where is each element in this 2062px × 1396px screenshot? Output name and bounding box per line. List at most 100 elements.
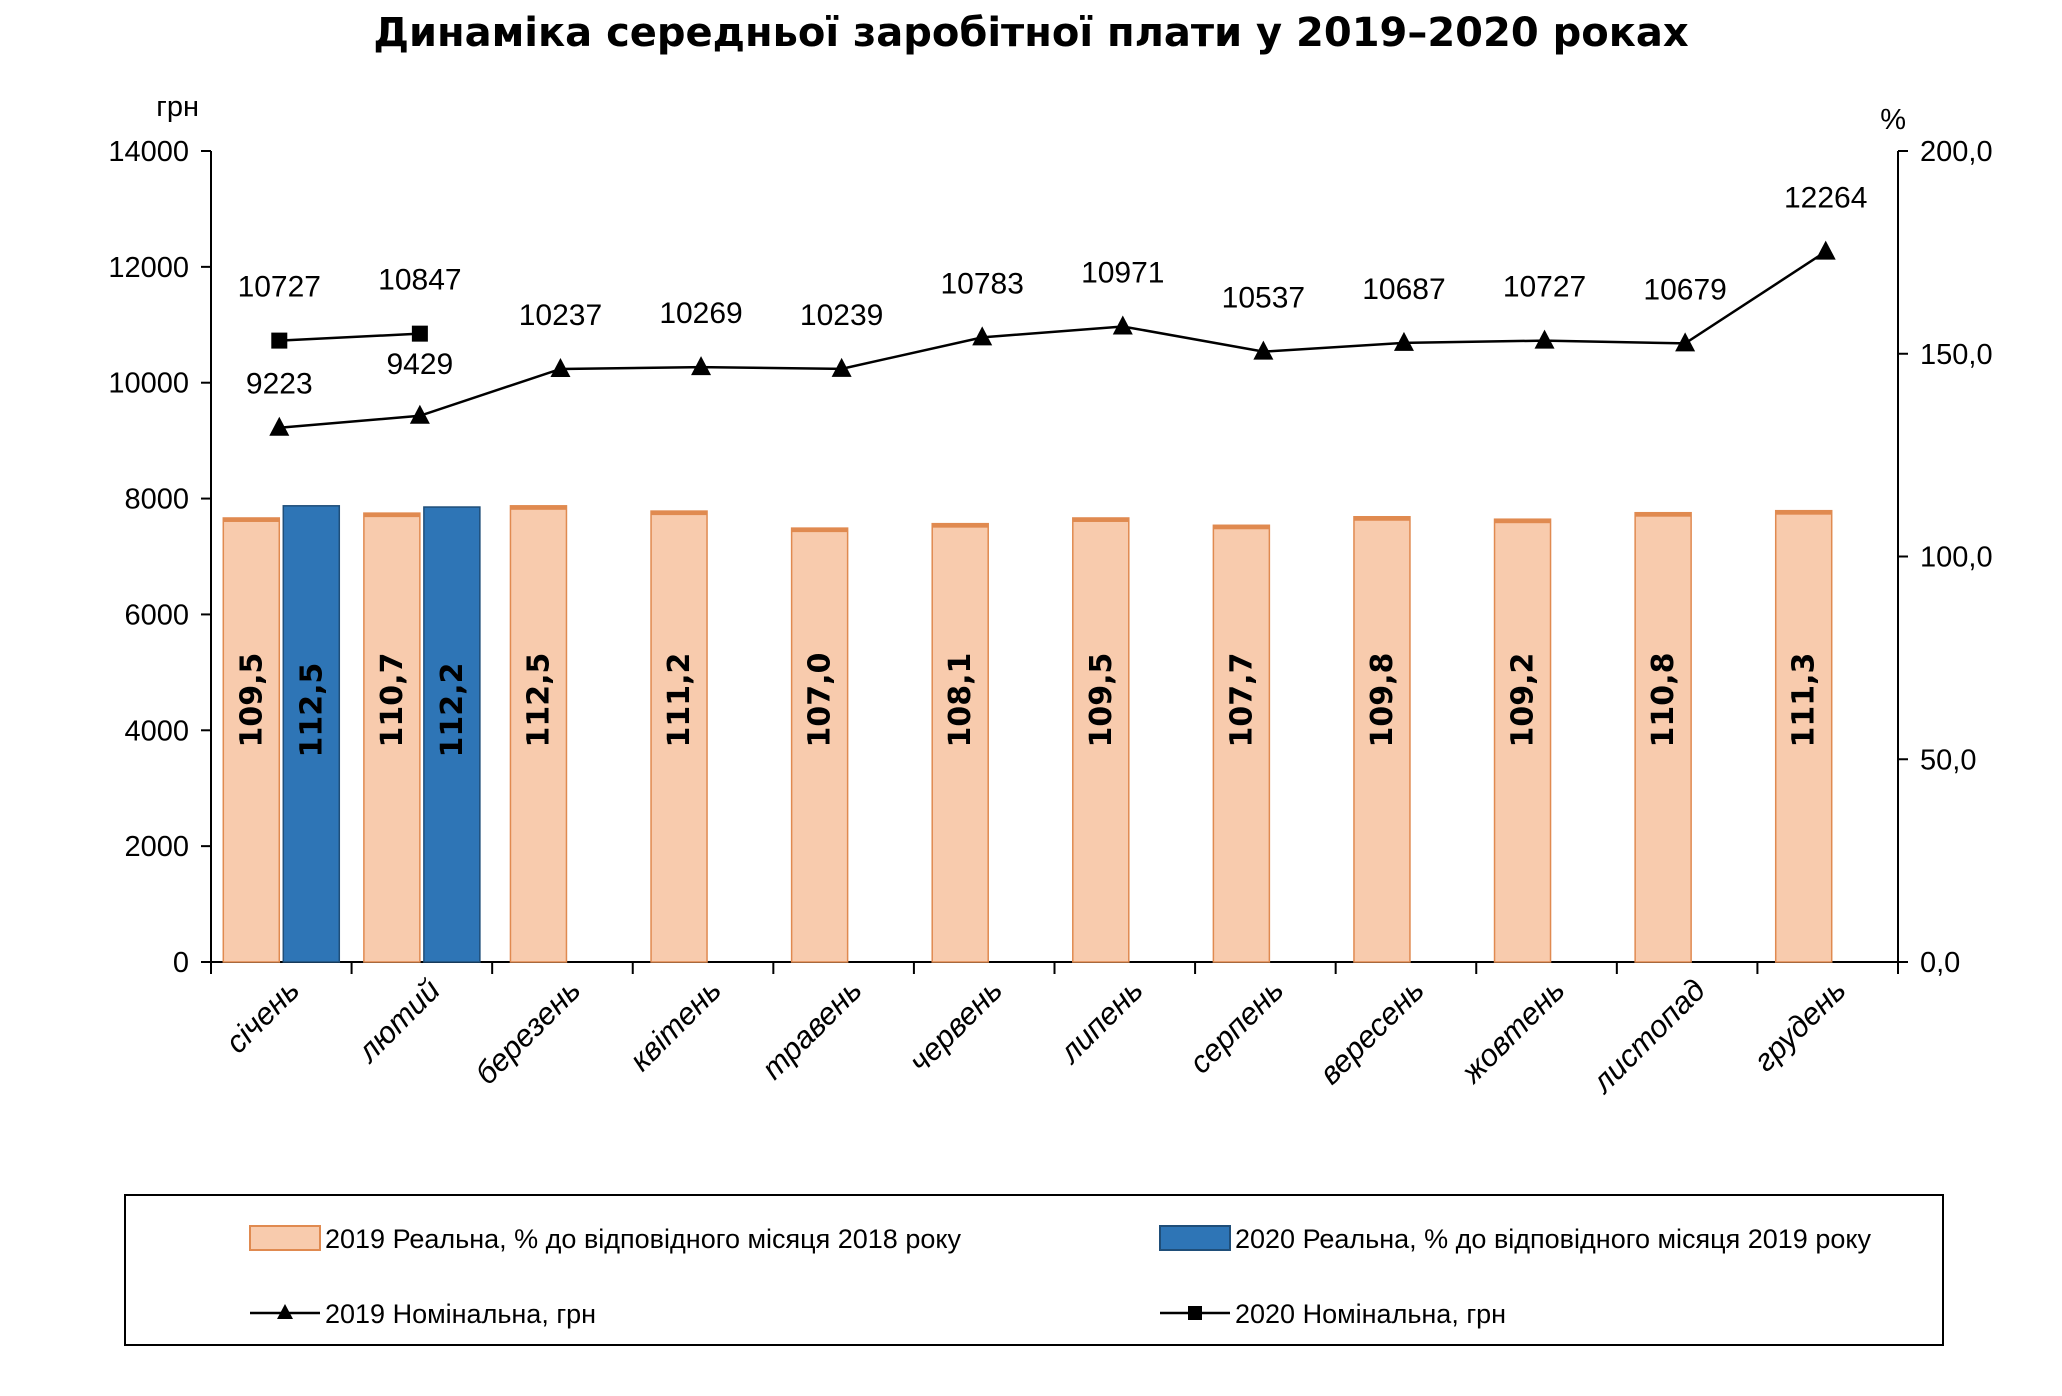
x-axis-category-label: квітень [623,972,728,1077]
bar-2019 [1072,517,1130,963]
line-2020-marker-square [271,332,288,349]
bar-2019-top-edge [651,511,708,516]
line-2019-value-label: 10687 [1362,273,1445,306]
line-2019-marker-triangle [1534,329,1555,349]
bar-2019-top-edge [791,528,848,533]
chart-title: Динаміка середньої заробітної плати у 20… [373,10,1689,56]
line-2019-value-label: 10783 [940,267,1023,300]
line-2019-marker-triangle [1815,240,1836,260]
right-axis-tick-label: 200,0 [1920,136,1993,168]
left-axis-tick-label: 4000 [124,715,189,747]
line-2019-value-label: 10679 [1643,273,1726,306]
x-axis-category-label: листопад [1584,972,1712,1100]
line-2019-value-label: 9429 [387,348,454,381]
lines-layer [269,240,1836,436]
bar-2019-value-label: 109,2 [1506,653,1541,748]
right-axis-tick-label: 150,0 [1920,339,1993,371]
bar-2019-top-edge [1775,510,1832,515]
line-2019-marker-triangle [691,356,712,376]
x-axis-category-label: липень [1051,972,1150,1071]
legend-label: 2020 Реальна, % до відповідного місяця 2… [1235,1224,1871,1254]
line-2019-marker-triangle [1253,340,1274,360]
x-axis-category-label: січень [219,972,307,1060]
right-axis-tick-label: 0,0 [1920,947,1960,979]
left-axis-tick-label: 10000 [108,368,189,400]
bar-2019-value-label: 107,0 [803,653,838,748]
line-2019-marker-triangle [1675,332,1696,352]
bar-2020 [423,506,481,963]
bar-2019-value-label: 109,8 [1365,653,1400,748]
bar-2019-value-label: 112,5 [521,653,556,748]
bar-2019 [650,510,708,963]
bar-2019 [363,512,421,963]
bar-2019-value-label: 110,8 [1646,653,1681,748]
legend-square-marker [1188,1306,1202,1320]
legend-box [124,1194,1944,1346]
right-axis-unit: % [1880,104,1906,136]
right-axis-tick-label: 100,0 [1920,542,1993,574]
line-2019-nominal [279,250,1827,429]
bar-2019-top-edge [1213,525,1270,530]
x-axis-category-label: лютий [349,972,447,1070]
line-2019-value-label: 10237 [519,299,602,332]
line-2020-value-label: 10727 [238,271,321,304]
bar-2019-top-edge [510,505,567,510]
x-axis-category-label: вересень [1312,972,1431,1091]
line-2019-value-label: 10239 [800,299,883,332]
right-axis-tick-label: 50,0 [1920,744,1976,776]
left-axis-tick-label: 14000 [108,136,189,168]
line-2019-marker-triangle [972,326,993,346]
x-axis-category-label: червень [902,972,1009,1079]
bar-2020-value-label: 112,2 [435,663,470,758]
line-2019-marker-triangle [269,416,290,436]
bar-2019-value-label: 110,7 [375,653,410,748]
line-2019-value-label: 9223 [246,368,313,401]
left-axis-tick-label: 12000 [108,252,189,284]
line-2019-value-label: 10727 [1503,271,1586,304]
bar-2019-value-label: 107,7 [1224,653,1259,748]
x-axis-category-label: грудень [1747,972,1853,1078]
bar-2020-value-label: 112,5 [294,663,329,758]
left-axis-tick-label: 0 [173,947,189,979]
line-2019-marker-triangle [409,404,430,424]
bar-2019 [1493,518,1552,963]
legend-label: 2019 Реальна, % до відповідного місяця 2… [325,1224,961,1254]
left-axis-tick-label: 8000 [124,484,189,516]
line-2019-marker-triangle [550,357,571,377]
bars-layer [222,505,1833,963]
legend-triangle-marker [277,1304,293,1319]
legend-label: 2019 Номінальна, грн [325,1299,596,1329]
bar-2019-top-edge [223,517,280,522]
line-2019-marker-triangle [831,357,852,377]
bar-2019-top-edge [363,513,420,518]
bar-2019-top-edge [1494,519,1551,524]
bar-2019-top-edge [1353,516,1410,521]
legend-swatch [249,1225,321,1251]
labels-layer: 109,5 112,5 110,7 112,2 112,5 111,2 107,0 108,1… [234,182,1867,758]
bar-2019 [509,505,568,963]
bar-2019-value-label: 111,3 [1787,653,1822,748]
bar-2019-value-label: 109,5 [1084,653,1119,748]
line-2019-value-label: 10537 [1222,282,1305,315]
left-axis-tick-label: 2000 [124,831,189,863]
legend-label: 2020 Номінальна, грн [1235,1299,1506,1329]
bar-2019-top-edge [1635,512,1692,517]
bar-2020 [282,505,341,963]
x-axis-category-label: серпень [1182,972,1290,1080]
left-axis-unit: грн [156,91,199,123]
line-2020-marker-square [411,325,428,342]
x-axis-category-label: березень [468,972,587,1091]
bar-2019-top-edge [932,523,989,528]
bar-2019-value-label: 109,5 [234,653,269,748]
line-2019-marker-triangle [1112,315,1133,335]
line-2019-value-label: 10971 [1081,256,1164,289]
bar-2019-top-edge [1072,517,1129,522]
legend: 2019 Реальна, % до відповідного місяця 2… [124,1194,1944,1346]
left-axis-tick-label: 6000 [124,599,189,631]
line-2019-value-label: 12264 [1784,182,1867,215]
line-2020-nominal [279,332,420,342]
x-axis-category-label: жовтень [1453,972,1572,1091]
line-2020-value-label: 10847 [378,264,461,297]
bar-2019 [790,527,849,963]
